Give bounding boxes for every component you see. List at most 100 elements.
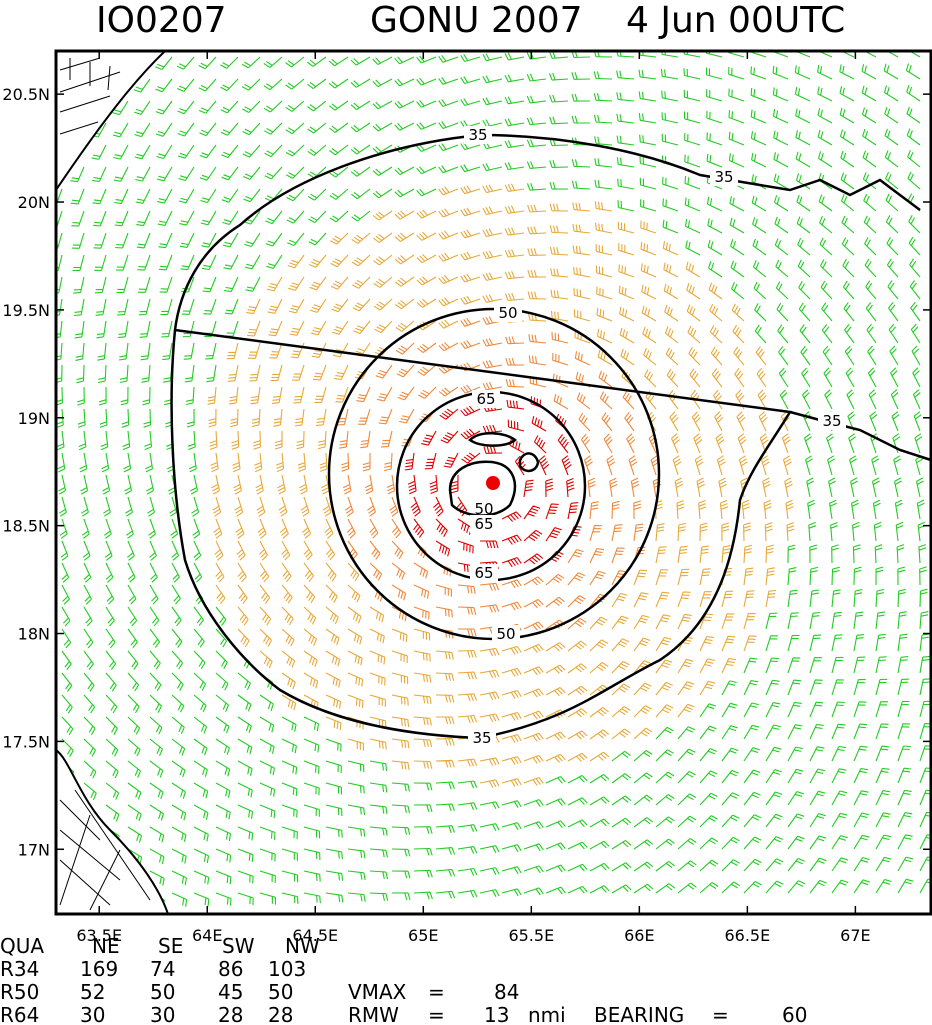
wind-barb: [286, 188, 305, 202]
wind-barb: [844, 323, 855, 344]
wind-barb: [92, 188, 107, 205]
wind-barb: [786, 522, 795, 542]
wind-barb: [215, 606, 227, 626]
wind-barb: [199, 166, 217, 181]
wind-barb: [862, 150, 877, 168]
wind-barb: [369, 716, 387, 729]
wind-barb: [290, 342, 305, 359]
wind-barb: [394, 254, 415, 265]
wind-barb: [787, 791, 804, 806]
wind-barb: [729, 196, 745, 212]
wind-barb: [438, 364, 459, 374]
wind-barb: [347, 628, 363, 645]
wind-barb: [831, 879, 849, 894]
wind-barb: [413, 716, 432, 726]
wind-barb: [237, 738, 253, 755]
wind-barb: [149, 760, 164, 778]
wind-barb: [589, 593, 607, 608]
wind-barb: [413, 584, 430, 599]
wind-barb: [279, 518, 289, 539]
wind-barb: [743, 858, 762, 872]
wind-barb: [765, 746, 782, 762]
wind-barb: [905, 63, 921, 80]
wind-barb: [787, 544, 796, 564]
rmw-label: RMW: [348, 1003, 399, 1025]
wind-barb: [567, 617, 587, 630]
wind-barb: [325, 738, 342, 752]
wind-barb: [618, 285, 635, 300]
wind-barb: [259, 892, 277, 905]
wind-barb: [809, 813, 826, 828]
wind-barb: [237, 584, 248, 605]
wind-barb: [875, 656, 887, 674]
wind-barb: [105, 694, 118, 714]
wind-barb: [819, 215, 833, 234]
wind-barb: [527, 248, 547, 257]
wind-barb: [416, 166, 437, 175]
wind-barb: [435, 584, 452, 597]
wind-barb: [752, 260, 767, 278]
wind-barb: [325, 562, 337, 582]
wind-barb: [237, 562, 247, 583]
wind-barb: [220, 100, 239, 114]
wind-barb: [369, 628, 385, 644]
wind-barb: [809, 746, 825, 762]
wind-barb: [286, 210, 305, 224]
wind-barb: [215, 870, 232, 885]
wind-barb: [127, 738, 141, 757]
wind-barb: [571, 72, 591, 80]
wind-barb: [853, 767, 869, 784]
wind-barb: [221, 166, 239, 181]
wind-barb: [907, 149, 921, 168]
wind-barb: [809, 768, 826, 784]
wind-barb: [669, 411, 679, 432]
wind-barb: [324, 518, 334, 539]
wind-barb: [506, 399, 525, 410]
wind-barb: [325, 606, 339, 625]
plot-frame: [54, 49, 932, 916]
wind-barb: [330, 254, 349, 268]
wind-barb: [80, 474, 89, 495]
wind-barb: [105, 804, 120, 822]
wind-barb: [545, 687, 566, 697]
wind-barb: [505, 379, 525, 388]
wind-barb: [171, 606, 182, 627]
label-35-bottom: 35: [472, 729, 491, 747]
wind-barb: [897, 678, 909, 696]
wind-barb: [303, 804, 320, 817]
wind-barb: [149, 628, 161, 648]
wind-barb: [501, 667, 522, 677]
wind-barb: [752, 238, 767, 256]
wind-barb: [285, 122, 305, 135]
wind-barb: [61, 606, 71, 627]
wind-barb: [504, 227, 525, 236]
wind-barb: [482, 360, 503, 369]
wind-barb: [616, 70, 635, 80]
wind-barb: [303, 650, 318, 668]
wind-barb: [242, 166, 261, 180]
wind-barb: [364, 474, 374, 495]
wind-barb: [281, 782, 298, 797]
wind-barb: [416, 254, 437, 264]
wind-barb: [501, 557, 522, 568]
wind-barb: [193, 672, 207, 691]
wind-barb: [394, 210, 415, 220]
wind-barb: [728, 110, 745, 124]
wind-barb: [394, 232, 415, 242]
wind-barb: [418, 386, 437, 399]
wind-barb: [234, 496, 244, 517]
wind-barb: [538, 455, 550, 476]
wind-barb: [640, 199, 657, 212]
wind-barb: [193, 650, 206, 670]
wind-barb: [884, 107, 899, 124]
wind-barb: [325, 540, 336, 561]
wind-barb: [61, 694, 73, 714]
wind-barb: [699, 703, 717, 718]
wind-barb: [754, 303, 767, 322]
wind-barb: [729, 217, 745, 234]
wind-barb: [655, 614, 671, 630]
wind-barb: [820, 259, 833, 278]
wind-barb: [831, 611, 842, 630]
wind-barb: [307, 122, 327, 134]
